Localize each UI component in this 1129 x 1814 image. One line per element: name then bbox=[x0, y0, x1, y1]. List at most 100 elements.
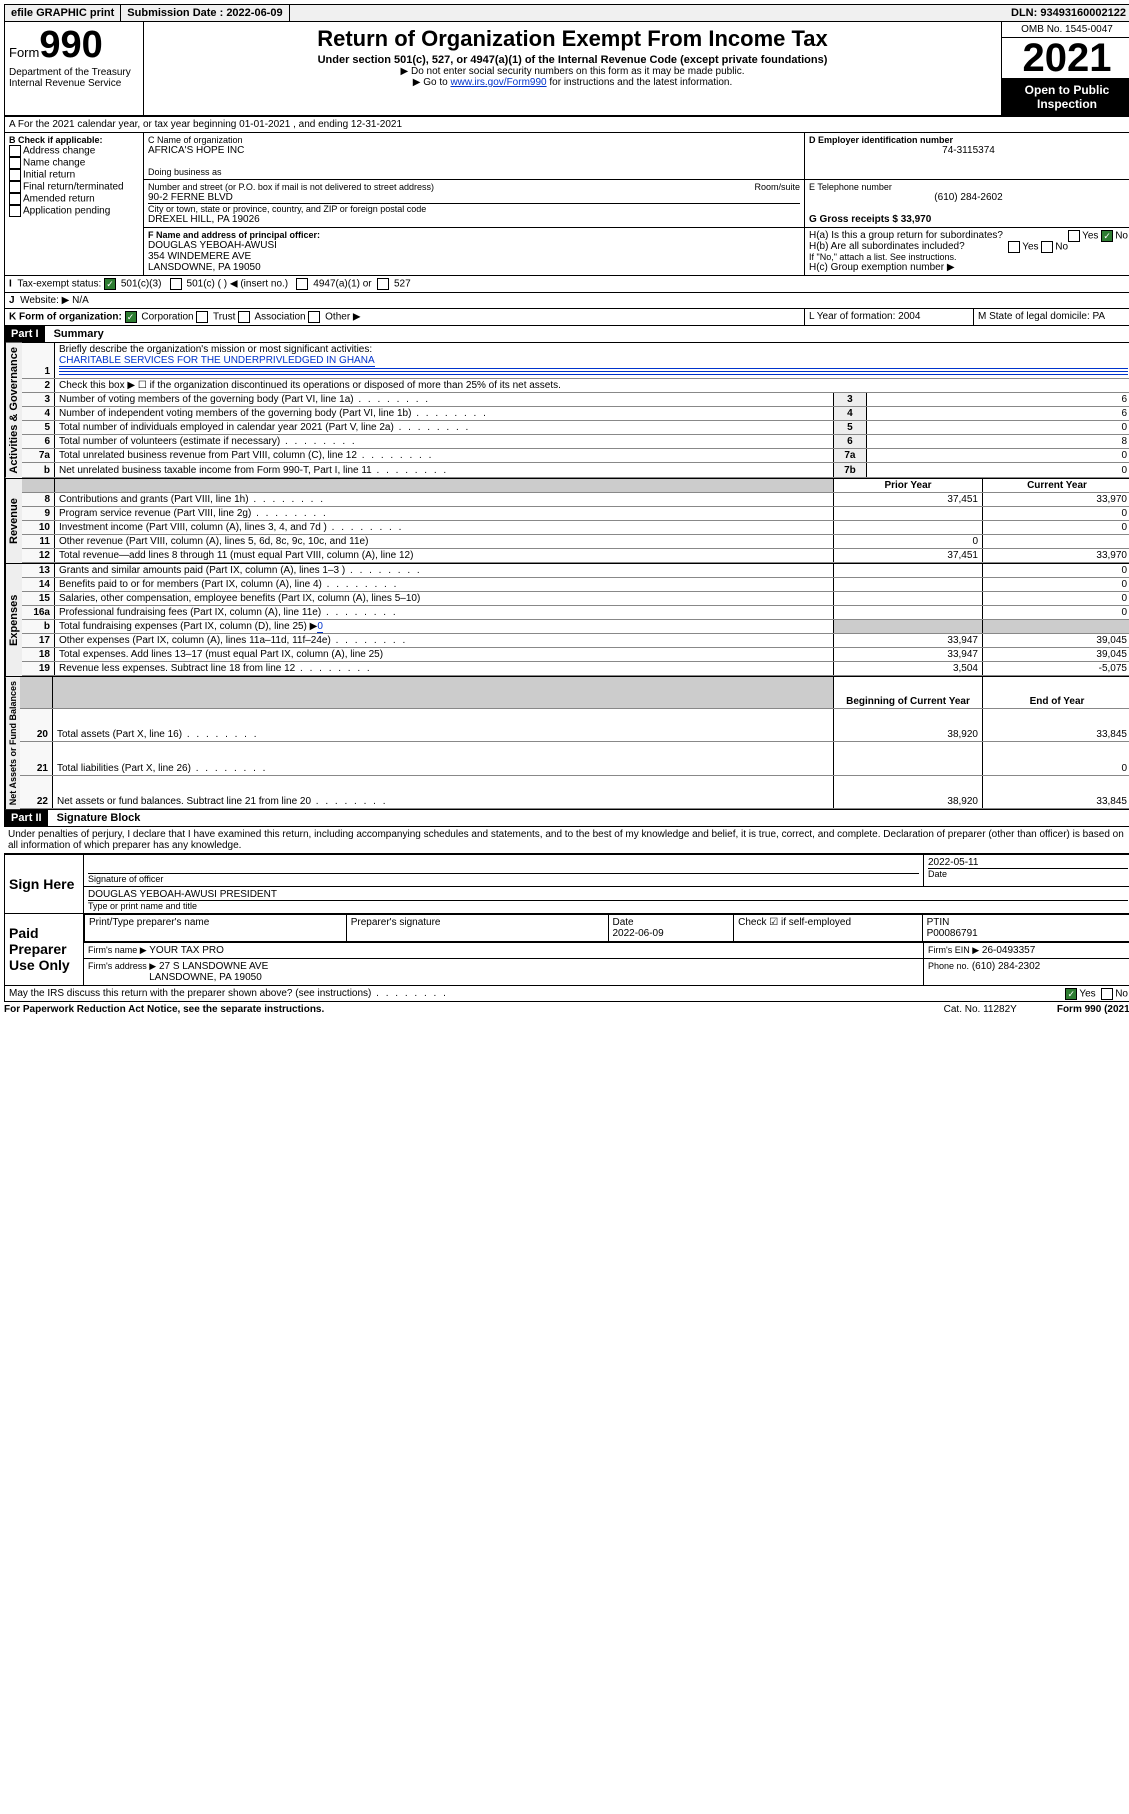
group-exemption: H(c) Group exemption number ▶ bbox=[809, 262, 1128, 273]
perjury-declaration: Under penalties of perjury, I declare th… bbox=[4, 827, 1129, 853]
line8-current: 33,970 bbox=[983, 492, 1129, 506]
org-name: AFRICA'S HOPE INC bbox=[148, 145, 800, 156]
line12-current: 33,970 bbox=[983, 548, 1129, 562]
gross-receipts: G Gross receipts $ 33,970 bbox=[809, 214, 1128, 225]
line16a-prior bbox=[834, 605, 983, 619]
expenses-section: Expenses 13Grants and similar amounts pa… bbox=[4, 564, 1129, 677]
line18-current: 39,045 bbox=[983, 647, 1129, 661]
city-label: City or town, state or province, country… bbox=[148, 203, 800, 214]
firm-ein: 26-0493357 bbox=[982, 945, 1035, 956]
part1-badge: Part I bbox=[5, 326, 45, 342]
discuss-no-checkbox[interactable] bbox=[1101, 988, 1113, 1000]
rev-vlabel: Revenue bbox=[5, 479, 22, 563]
initial-return-checkbox[interactable] bbox=[9, 169, 21, 181]
line8: Contributions and grants (Part VIII, lin… bbox=[55, 492, 834, 506]
sig-date: 2022-05-11 bbox=[928, 857, 1128, 868]
line7b-val: 0 bbox=[866, 463, 1129, 477]
other-checkbox[interactable] bbox=[308, 311, 320, 323]
line12-prior: 37,451 bbox=[834, 548, 983, 562]
line15-prior bbox=[834, 591, 983, 605]
officer-name: DOUGLAS YEBOAH-AWUSI bbox=[148, 240, 800, 251]
name-change-checkbox[interactable] bbox=[9, 157, 21, 169]
application-pending-checkbox[interactable] bbox=[9, 205, 21, 217]
line14: Benefits paid to or for members (Part IX… bbox=[55, 577, 834, 591]
tax-year-row: A For the 2021 calendar year, or tax yea… bbox=[5, 117, 1129, 133]
ha-yes-checkbox[interactable] bbox=[1068, 230, 1080, 242]
line17-prior: 33,947 bbox=[834, 633, 983, 647]
line21-current: 0 bbox=[983, 742, 1129, 775]
efile-button[interactable]: efile GRAPHIC print bbox=[5, 5, 121, 21]
end-year-header: End of Year bbox=[983, 677, 1129, 709]
corp-checkbox[interactable]: ✓ bbox=[125, 311, 137, 323]
final-return-checkbox[interactable] bbox=[9, 181, 21, 193]
address-label: Number and street (or P.O. box if mail i… bbox=[148, 182, 800, 192]
address-change-checkbox[interactable] bbox=[9, 145, 21, 157]
firm-name: YOUR TAX PRO bbox=[149, 945, 224, 956]
line17: Other expenses (Part IX, column (A), lin… bbox=[55, 633, 834, 647]
hb-no-checkbox[interactable] bbox=[1041, 241, 1053, 253]
line5: Total number of individuals employed in … bbox=[55, 421, 834, 435]
line9-prior bbox=[834, 506, 983, 520]
instructions-link[interactable]: www.irs.gov/Form990 bbox=[450, 77, 546, 88]
officer-addr1: 354 WINDEMERE AVE bbox=[148, 251, 800, 262]
line1-label: Briefly describe the organization's miss… bbox=[59, 344, 372, 355]
gov-vlabel: Activities & Governance bbox=[5, 343, 22, 478]
tax-exempt-label: Tax-exempt status: bbox=[17, 279, 101, 290]
line20-current: 33,845 bbox=[983, 709, 1129, 742]
line20: Total assets (Part X, line 16) bbox=[53, 709, 834, 742]
line4-val: 6 bbox=[866, 407, 1129, 421]
line19-current: -5,075 bbox=[983, 661, 1129, 675]
amended-return-checkbox[interactable] bbox=[9, 193, 21, 205]
line7b: Net unrelated business taxable income fr… bbox=[55, 463, 834, 477]
line5-val: 0 bbox=[866, 421, 1129, 435]
501c3-checkbox[interactable]: ✓ bbox=[104, 278, 116, 290]
discuss-yes-checkbox[interactable]: ✓ bbox=[1065, 988, 1077, 1000]
line21-prior bbox=[834, 742, 983, 775]
hb-note: If "No," attach a list. See instructions… bbox=[809, 252, 1128, 262]
paid-preparer-label: Paid Preparer Use Only bbox=[5, 913, 84, 985]
officer-addr2: LANSDOWNE, PA 19050 bbox=[148, 262, 800, 273]
ha-no-checkbox[interactable]: ✓ bbox=[1101, 230, 1113, 242]
form-org-label: K Form of organization: bbox=[9, 312, 122, 323]
firm-ein-label: Firm's EIN ▶ bbox=[928, 945, 979, 955]
check-applicable-label: B Check if applicable: bbox=[9, 135, 139, 145]
firm-name-label: Firm's name ▶ bbox=[88, 945, 147, 955]
subordinates-q: H(b) Are all subordinates included? Yes … bbox=[809, 241, 1128, 252]
date-label: Date bbox=[928, 868, 1128, 879]
dba-label: Doing business as bbox=[148, 167, 800, 177]
line22-current: 33,845 bbox=[983, 775, 1129, 808]
form-title: Return of Organization Exempt From Incom… bbox=[150, 26, 995, 52]
self-employed-cell: Check ☑ if self-employed bbox=[734, 914, 922, 941]
line19-prior: 3,504 bbox=[834, 661, 983, 675]
officer-typed-name: DOUGLAS YEBOAH-AWUSI PRESIDENT bbox=[88, 889, 1128, 900]
phone: (610) 284-2602 bbox=[809, 192, 1128, 203]
part1-header-row: Part I Summary bbox=[4, 326, 1129, 343]
line2: Check this box ▶ ☐ if the organization d… bbox=[55, 379, 1129, 393]
527-checkbox[interactable] bbox=[377, 278, 389, 290]
trust-checkbox[interactable] bbox=[196, 311, 208, 323]
city-state-zip: DREXEL HILL, PA 19026 bbox=[148, 214, 800, 225]
line11-current bbox=[983, 534, 1129, 548]
hb-yes-checkbox[interactable] bbox=[1008, 241, 1020, 253]
line10-current: 0 bbox=[983, 520, 1129, 534]
line7a-val: 0 bbox=[866, 449, 1129, 463]
page-footer: For Paperwork Reduction Act Notice, see … bbox=[4, 1002, 1129, 1015]
line8-prior: 37,451 bbox=[834, 492, 983, 506]
line3-val: 6 bbox=[866, 393, 1129, 407]
line15-current: 0 bbox=[983, 591, 1129, 605]
state-domicile: M State of legal domicile: PA bbox=[974, 309, 1129, 326]
irs-label: Internal Revenue Service bbox=[9, 78, 139, 89]
line16a-current: 0 bbox=[983, 605, 1129, 619]
net-vlabel: Net Assets or Fund Balances bbox=[5, 677, 20, 809]
netassets-section: Net Assets or Fund Balances Beginning of… bbox=[4, 677, 1129, 810]
firm-phone: (610) 284-2302 bbox=[972, 961, 1040, 972]
form-footer: Form 990 (2021) bbox=[1057, 1004, 1129, 1015]
assoc-checkbox[interactable] bbox=[238, 311, 250, 323]
line6: Total number of volunteers (estimate if … bbox=[55, 435, 834, 449]
exp-vlabel: Expenses bbox=[5, 564, 22, 676]
501c-checkbox[interactable] bbox=[170, 278, 182, 290]
line22: Net assets or fund balances. Subtract li… bbox=[53, 775, 834, 808]
line16a: Professional fundraising fees (Part IX, … bbox=[55, 605, 834, 619]
4947-checkbox[interactable] bbox=[296, 278, 308, 290]
revenue-section: Revenue Prior YearCurrent Year 8Contribu… bbox=[4, 479, 1129, 564]
